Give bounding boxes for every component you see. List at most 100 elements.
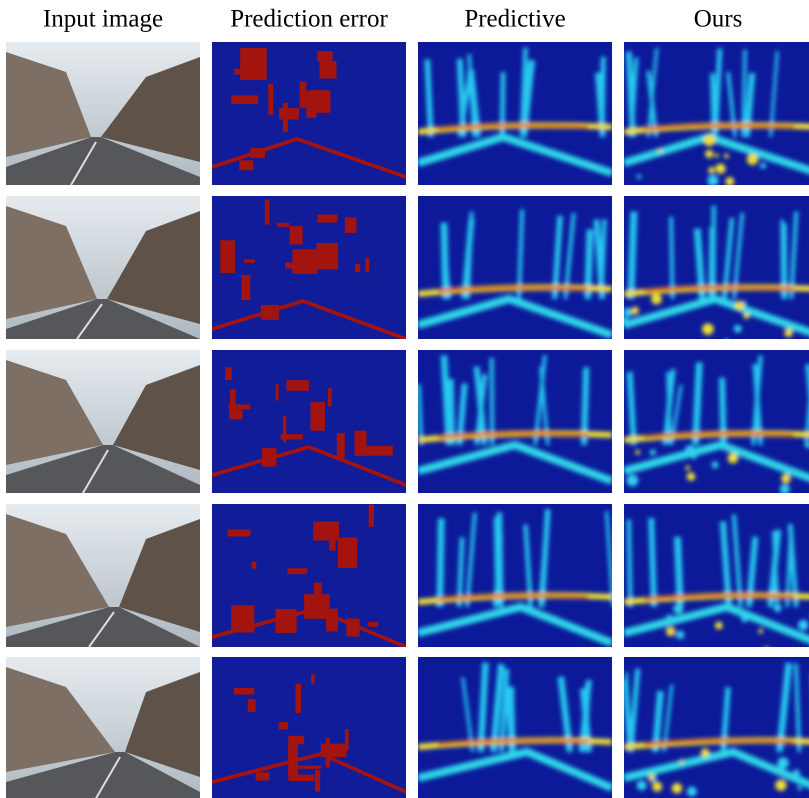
spot bbox=[631, 307, 639, 315]
spot bbox=[691, 453, 697, 459]
error-patch bbox=[286, 380, 309, 391]
edge bbox=[630, 372, 634, 445]
image-panel bbox=[6, 350, 200, 493]
spot bbox=[687, 472, 695, 480]
error-patch bbox=[317, 51, 332, 61]
error-patch bbox=[244, 259, 255, 263]
error-patch bbox=[366, 258, 370, 273]
background bbox=[212, 350, 406, 493]
error-patch bbox=[290, 226, 303, 244]
spot bbox=[715, 154, 719, 158]
spot bbox=[624, 308, 629, 313]
image-panel bbox=[6, 504, 200, 647]
spot bbox=[685, 445, 694, 454]
spot bbox=[626, 474, 638, 486]
spot bbox=[708, 167, 715, 174]
spot bbox=[715, 163, 725, 173]
error-patch bbox=[239, 160, 253, 170]
error-patch bbox=[355, 264, 360, 272]
spot bbox=[666, 615, 673, 622]
error-patch bbox=[240, 48, 266, 80]
spot bbox=[666, 627, 675, 636]
spot bbox=[777, 757, 789, 769]
error-patch bbox=[369, 505, 374, 527]
error-patch bbox=[256, 772, 270, 780]
error-patch bbox=[292, 249, 317, 274]
error-patch bbox=[328, 388, 332, 406]
spot bbox=[679, 759, 683, 763]
spot bbox=[651, 294, 662, 305]
spot bbox=[775, 780, 786, 791]
error-patch bbox=[345, 729, 349, 750]
spot bbox=[658, 149, 662, 153]
spot bbox=[704, 135, 716, 147]
spot bbox=[672, 783, 682, 793]
spot bbox=[793, 769, 800, 776]
error-patch bbox=[317, 214, 337, 222]
spot bbox=[780, 484, 790, 494]
error-patch bbox=[288, 775, 314, 782]
error-patch bbox=[265, 199, 270, 224]
error-patch bbox=[288, 736, 304, 745]
image-panel bbox=[624, 42, 809, 186]
image-panel bbox=[212, 196, 406, 341]
error-patch bbox=[310, 402, 325, 431]
error-patch bbox=[367, 446, 393, 456]
error-patch bbox=[229, 404, 251, 409]
spot bbox=[673, 604, 683, 614]
error-patch bbox=[234, 69, 248, 75]
spot bbox=[747, 154, 758, 165]
error-patch bbox=[337, 433, 345, 458]
error-patch bbox=[230, 389, 236, 404]
page: Input image Prediction error Predictive … bbox=[0, 0, 809, 798]
error-patch bbox=[311, 674, 315, 683]
error-patch bbox=[277, 223, 290, 227]
image-panel bbox=[418, 196, 612, 339]
spot bbox=[781, 474, 790, 483]
error-patch bbox=[234, 688, 254, 694]
spot bbox=[760, 163, 766, 169]
error-patch bbox=[295, 684, 301, 713]
spot bbox=[764, 647, 768, 651]
error-patch bbox=[248, 699, 256, 712]
image-panel bbox=[6, 196, 200, 339]
spot bbox=[652, 776, 657, 781]
error-patch bbox=[227, 529, 250, 536]
spot bbox=[687, 787, 697, 797]
error-patch bbox=[345, 217, 357, 233]
spot bbox=[637, 174, 642, 179]
spot bbox=[734, 325, 742, 333]
image-panel bbox=[624, 350, 809, 494]
image-panel bbox=[418, 504, 613, 647]
spot bbox=[702, 323, 714, 335]
spot bbox=[652, 782, 662, 792]
spot bbox=[798, 620, 809, 631]
error-patch bbox=[281, 434, 303, 440]
error-patch bbox=[338, 537, 358, 568]
error-patch bbox=[308, 90, 330, 113]
figure: Input image Prediction error Predictive … bbox=[0, 0, 809, 798]
spot bbox=[635, 450, 640, 455]
error-patch bbox=[276, 384, 279, 401]
error-patch bbox=[241, 275, 250, 300]
image-panel bbox=[212, 657, 406, 798]
spot bbox=[715, 622, 723, 630]
spot bbox=[701, 748, 710, 757]
image-panel bbox=[418, 350, 612, 493]
spot bbox=[743, 312, 749, 318]
error-patch bbox=[220, 240, 235, 273]
image-panel bbox=[620, 196, 809, 344]
spot bbox=[784, 329, 793, 338]
spot bbox=[735, 301, 744, 310]
edge bbox=[629, 519, 631, 607]
error-patch bbox=[285, 262, 311, 268]
edge bbox=[444, 223, 446, 299]
image-panel bbox=[624, 504, 809, 651]
spot bbox=[707, 175, 718, 186]
error-patch bbox=[300, 82, 307, 108]
error-patch bbox=[279, 108, 299, 119]
column-header: Predictive bbox=[464, 6, 565, 33]
error-patch bbox=[275, 609, 296, 633]
spot bbox=[724, 153, 729, 158]
image-panel bbox=[418, 657, 612, 798]
